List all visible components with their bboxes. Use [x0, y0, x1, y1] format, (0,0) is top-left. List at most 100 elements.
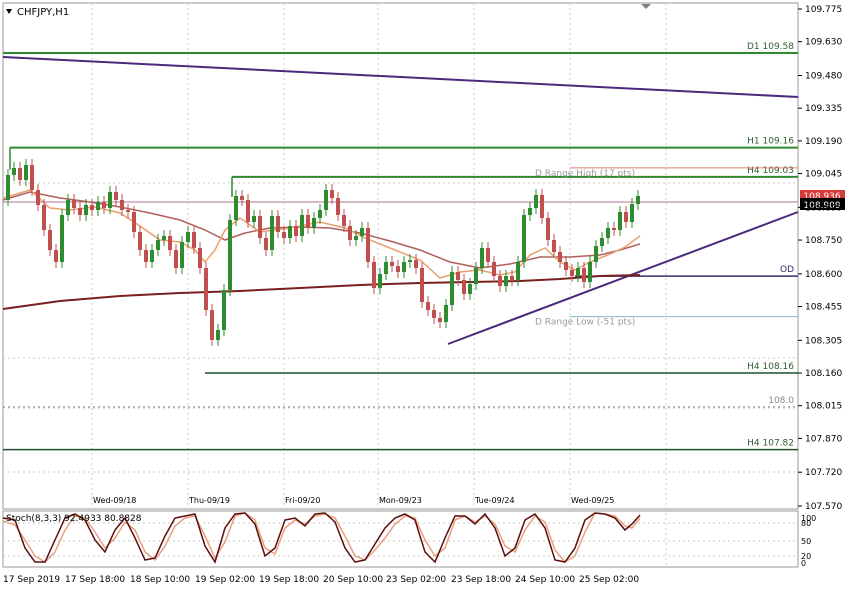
candle-body-61 [366, 228, 370, 262]
price-tick-3: 109.335 [805, 104, 842, 114]
candle-body-50 [300, 215, 304, 236]
day-label-2: Thu-09/19 [188, 496, 230, 505]
candle-body-66 [396, 266, 400, 272]
candle-body-5 [30, 165, 34, 190]
candle-body-3 [18, 168, 22, 180]
day-label-6: Wed-09/25 [571, 496, 614, 505]
candle-body-48 [288, 226, 292, 238]
candle-body-13 [78, 208, 82, 215]
stoch-tick-50: 50 [801, 537, 811, 546]
candle-body-20 [120, 200, 124, 210]
candle-body-76 [456, 272, 460, 280]
candle-body-8 [48, 230, 52, 250]
candle-body-91 [546, 218, 550, 240]
downtrend-line [2, 56, 799, 98]
candle-body-47 [282, 232, 286, 238]
time-label-4: 19 Sep 02:00 [195, 575, 255, 585]
candle-body-44 [264, 238, 268, 250]
candle-body-49 [294, 226, 298, 236]
candle-body-77 [462, 280, 466, 294]
candle-body-32 [192, 232, 196, 248]
candle-body-93 [558, 252, 562, 262]
price-tick-0: 109.775 [805, 5, 842, 15]
candle-body-43 [258, 216, 262, 238]
candle-body-4 [24, 165, 28, 180]
candle-body-22 [132, 212, 136, 232]
candle-body-33 [198, 248, 202, 268]
candle-body-101 [606, 228, 610, 238]
candle-body-52 [312, 218, 316, 228]
candle-body-57 [342, 215, 346, 226]
candle-body-67 [402, 262, 406, 272]
level-label-6: H4 108.16 [747, 362, 794, 372]
candle-body-19 [114, 192, 118, 200]
candle-body-59 [354, 236, 358, 240]
time-label-1: 17 Sep 2019 [3, 575, 60, 585]
candle-body-25 [150, 250, 154, 262]
candle-body-106 [636, 196, 640, 204]
menu-triangle-icon[interactable] [6, 9, 12, 14]
time-label-10: 25 Sep 02:00 [579, 575, 639, 585]
stoch-tick-80: 80 [801, 519, 811, 528]
price-tick-1: 109.630 [805, 38, 842, 48]
candle-body-35 [210, 310, 214, 340]
bid-price: 108.909 [803, 201, 840, 211]
day-label-5: Tue-09/24 [474, 496, 515, 505]
candle-body-53 [318, 210, 322, 218]
candle-body-2 [12, 168, 16, 175]
candle-body-1 [6, 175, 10, 200]
candle-body-45 [270, 216, 274, 250]
ask-tag [800, 190, 845, 201]
price-tick-9: 108.455 [805, 303, 842, 313]
candle-body-7 [42, 205, 46, 230]
candle-body-36 [216, 330, 220, 340]
candle-body-98 [588, 262, 592, 282]
price-tick-10: 108.305 [805, 336, 842, 346]
candle-body-38 [228, 220, 232, 290]
candle-body-94 [564, 262, 568, 270]
time-label-9: 24 Sep 10:00 [515, 575, 575, 585]
candle-body-90 [540, 195, 544, 218]
candle-body-39 [234, 196, 238, 220]
level-label-2: H4 109.03 [747, 166, 794, 176]
scroll-marker-icon[interactable] [641, 4, 651, 9]
price-tick-15: 107.570 [805, 502, 842, 512]
candle-body-51 [306, 215, 310, 228]
candle-body-83 [498, 276, 502, 286]
stoch-tick-20: 20 [801, 552, 811, 561]
candle-body-28 [168, 236, 172, 250]
candle-body-95 [570, 270, 574, 276]
candle-body-41 [246, 200, 250, 222]
level-label-5: D Range Low (-51 pts) [535, 318, 635, 328]
candle-body-62 [372, 262, 376, 288]
candle-body-68 [408, 260, 412, 262]
uptrend-line [447, 211, 799, 345]
candle-body-96 [576, 268, 580, 276]
time-label-3: 18 Sep 10:00 [130, 575, 190, 585]
candle-body-73 [438, 318, 442, 322]
price-tick-7: 108.750 [805, 236, 842, 246]
candle-body-55 [330, 190, 334, 198]
candle-body-27 [162, 236, 166, 240]
candle-body-15 [90, 205, 94, 210]
price-axis: 109.775 109.630 109.480 109.335 109.190 109.0… [798, 5, 842, 512]
level-label-7: 108.0 [768, 396, 794, 406]
candle-body-79 [474, 268, 478, 284]
price-tick-12: 108.015 [805, 402, 842, 412]
bid-tag [800, 198, 845, 210]
time-label-7: 23 Sep 02:00 [386, 575, 446, 585]
stoch-tick-0: 0 [801, 559, 806, 568]
candle-body-24 [144, 250, 148, 262]
candle-body-54 [324, 190, 328, 210]
price-tick-13: 107.870 [805, 434, 842, 444]
price-tick-5: 109.045 [805, 170, 842, 180]
level-label-0: D1 109.58 [747, 42, 794, 52]
day-label-4: Mon-09/23 [379, 496, 422, 505]
candle-body-64 [384, 262, 388, 274]
level-label-1: H1 109.16 [747, 137, 794, 147]
candle-body-17 [102, 202, 106, 208]
candle-body-6 [36, 190, 40, 205]
price-tick-8: 108.600 [805, 270, 842, 280]
candle-body-70 [420, 268, 424, 302]
candle-body-97 [582, 268, 586, 282]
